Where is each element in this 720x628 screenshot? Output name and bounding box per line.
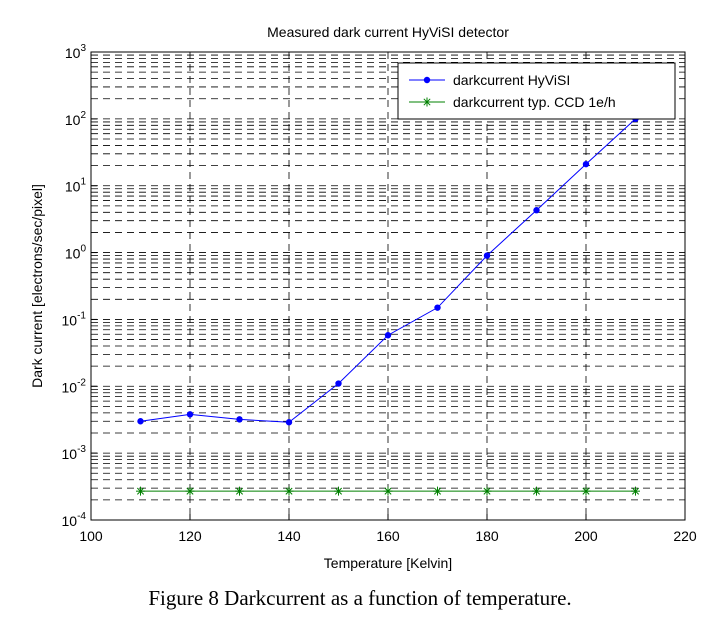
data-point	[136, 486, 145, 496]
legend-label-hyvisi: darkcurrent HyViSI	[453, 72, 570, 88]
x-tick-label: 180	[475, 528, 499, 544]
tick-layer: 100 120 140 160 180 200 220 10-4 10-3 10-2 10-1 100…	[62, 43, 697, 544]
figure-caption: Figure 8 Darkcurrent as a function of te…	[148, 586, 572, 610]
data-point	[335, 380, 342, 387]
data-point	[581, 486, 591, 496]
x-tick-label: 100	[79, 528, 103, 544]
data-point	[434, 304, 441, 311]
data-point	[383, 486, 393, 496]
data-point	[285, 419, 293, 426]
data-point	[482, 486, 492, 496]
legend-box	[397, 62, 676, 120]
y-tick-label: 10-1	[62, 310, 87, 328]
y-tick-label: 100	[65, 244, 87, 262]
x-tick-label: 200	[574, 528, 598, 544]
y-tick-label: 10-4	[62, 511, 87, 529]
legend-marker-hyvisi	[423, 76, 431, 84]
data-point	[582, 160, 590, 168]
data-point	[186, 411, 194, 418]
data-point	[533, 207, 540, 214]
data-point	[631, 486, 640, 496]
data-point	[334, 486, 343, 496]
data-point	[483, 252, 491, 259]
data-point	[235, 486, 244, 496]
grid-layer	[91, 52, 685, 520]
chart-title: Measured dark current HyViSI detector	[267, 24, 509, 40]
data-point	[284, 486, 294, 496]
data-point	[236, 416, 243, 423]
x-tick-label: 140	[277, 528, 301, 544]
y-tick-label: 103	[65, 43, 87, 61]
x-tick-label: 120	[178, 528, 202, 544]
legend-label-ccd: darkcurrent typ. CCD 1e/h	[453, 94, 616, 110]
data-point	[433, 486, 442, 496]
x-axis-label: Temperature [Kelvin]	[324, 555, 452, 571]
legend-marker-ccd	[422, 97, 432, 107]
y-tick-label: 101	[65, 177, 87, 195]
y-tick-label: 102	[65, 110, 87, 128]
data-point	[137, 418, 144, 425]
y-axis-label: Dark current [electrons/sec/pixel]	[29, 184, 45, 388]
legend-asterisk	[422, 97, 432, 107]
x-tick-label: 160	[376, 528, 400, 544]
y-tick-label: 10-3	[62, 444, 87, 462]
data-point	[532, 486, 541, 496]
series-layer	[136, 115, 640, 496]
y-tick-label: 10-2	[62, 377, 87, 395]
x-tick-label: 220	[673, 528, 697, 544]
data-point	[384, 332, 392, 339]
legend: darkcurrent HyViSI darkcurrent typ. CCD …	[397, 62, 676, 120]
data-point	[185, 486, 195, 496]
